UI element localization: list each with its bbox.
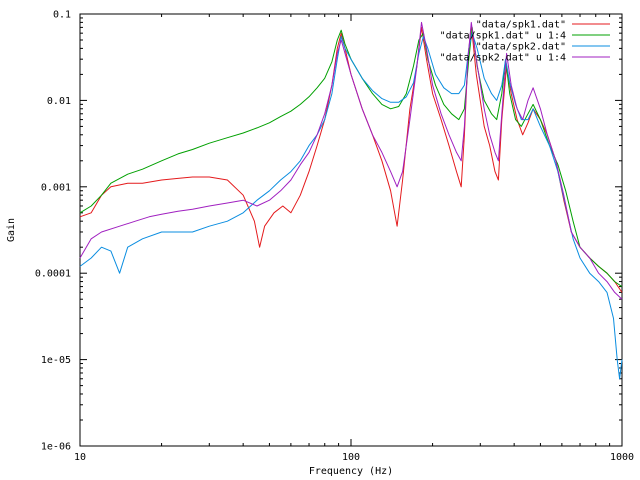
y-tick-label: 1e-05 <box>41 355 71 366</box>
legend: "data/spk1.dat""data/spk1.dat" u 1:4"dat… <box>440 20 610 64</box>
x-axis-label: Frequency (Hz) <box>309 466 393 477</box>
series-line-3 <box>79 32 623 380</box>
series-group <box>79 21 623 380</box>
series-line-2 <box>79 26 623 288</box>
y-tick-label: 1e-06 <box>41 442 71 453</box>
series-line-1 <box>79 24 623 293</box>
legend-label-1: "data/spk1.dat" <box>476 20 566 31</box>
series-line-4 <box>79 21 623 300</box>
legend-label-3: "data/spk2.dat" <box>476 42 566 53</box>
legend-label-2: "data/spk1.dat" u 1:4 <box>440 31 566 42</box>
x-tick-label: 1000 <box>610 452 634 463</box>
x-tick-label: 10 <box>74 452 86 463</box>
legend-label-4: "data/spk2.dat" u 1:4 <box>440 53 566 64</box>
x-tick-label: 100 <box>342 452 360 463</box>
y-tick-label: 0.001 <box>41 182 71 193</box>
y-tick-label: 0.01 <box>47 96 71 107</box>
axis-ticks: 10 100 1000 1e-06 1e-05 0.0001 0.001 0.01 0.1 <box>35 10 634 464</box>
y-axis-label: Gain <box>6 218 17 242</box>
plot-frame <box>79 13 623 447</box>
y-tick-label: 0.0001 <box>35 269 71 280</box>
y-tick-label: 0.1 <box>53 10 71 21</box>
